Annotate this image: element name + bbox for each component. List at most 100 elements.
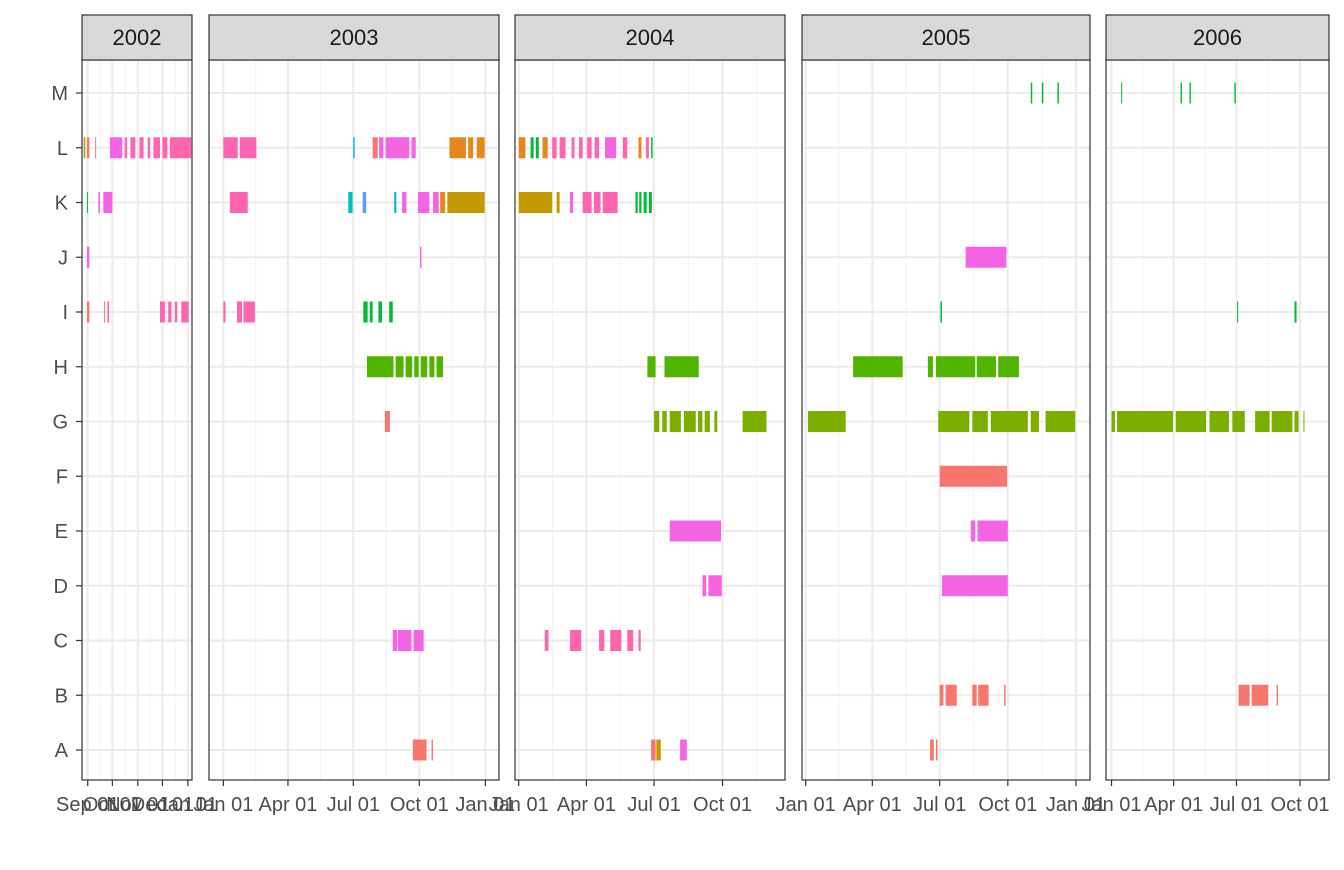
segment-E	[970, 520, 976, 542]
y-tick-label: K	[55, 193, 69, 215]
x-tick-label: Jan 01	[455, 794, 515, 816]
segment-A	[412, 739, 427, 761]
y-tick-label: G	[52, 412, 68, 434]
x-tick-label: Oct 01	[693, 794, 752, 816]
panel-background	[515, 60, 785, 780]
segment-L	[535, 137, 539, 159]
segment-E	[669, 520, 722, 542]
segment-M	[1057, 82, 1059, 104]
segment-K	[103, 192, 113, 213]
segment-I	[107, 301, 110, 323]
y-tick-label: J	[58, 247, 68, 269]
segment-B	[978, 684, 989, 706]
segment-H	[647, 356, 656, 378]
segment-L	[411, 137, 416, 159]
segment-L	[651, 137, 653, 159]
segment-I	[940, 301, 942, 323]
segment-K	[86, 192, 88, 213]
segment-G	[990, 411, 1028, 432]
segment-G	[683, 411, 696, 432]
segment-G	[714, 411, 718, 432]
segment-I	[1294, 301, 1297, 323]
segment-L	[468, 137, 474, 159]
segment-M	[1189, 82, 1191, 104]
segment-L	[552, 137, 557, 159]
facet-strip-label: 2004	[626, 25, 675, 50]
segment-H	[436, 356, 444, 378]
segment-M	[1030, 82, 1033, 104]
segment-K	[432, 192, 439, 213]
segment-K	[98, 192, 101, 213]
segment-K	[440, 192, 446, 213]
segment-K	[348, 192, 353, 213]
segment-E	[977, 520, 1008, 542]
segment-A	[431, 739, 433, 761]
segment-G	[1117, 411, 1173, 432]
segment-G	[1175, 411, 1207, 432]
segment-L	[587, 137, 592, 159]
segment-D	[702, 575, 707, 597]
segment-L	[571, 137, 575, 159]
x-tick-label: Jan 01	[1046, 794, 1106, 816]
x-tick-label: Oct 01	[390, 794, 449, 816]
segment-M	[1180, 82, 1182, 104]
segment-L	[130, 137, 136, 159]
segment-L	[530, 137, 534, 159]
segment-H	[395, 356, 404, 378]
segment-F	[939, 465, 1008, 487]
segment-K	[570, 192, 574, 213]
segment-A	[930, 739, 934, 761]
segment-G	[1255, 411, 1270, 432]
segment-L	[139, 137, 144, 159]
y-tick-label: E	[55, 521, 68, 543]
segment-G	[697, 411, 703, 432]
y-tick-label: F	[56, 466, 68, 488]
segment-G	[1271, 411, 1293, 432]
segment-L	[147, 137, 151, 159]
segment-L	[83, 137, 86, 159]
segment-H	[366, 356, 394, 378]
segment-J	[86, 246, 90, 268]
segment-L	[372, 137, 378, 159]
segment-L	[153, 137, 160, 159]
x-tick-label: Apr 01	[1144, 794, 1203, 816]
y-tick-label: B	[55, 685, 68, 707]
segment-G	[1111, 411, 1115, 432]
segment-G	[704, 411, 710, 432]
segment-G	[654, 411, 660, 432]
segment-B	[972, 684, 977, 706]
segment-K	[402, 192, 407, 213]
facet-strip-label: 2003	[330, 25, 379, 50]
segment-L	[353, 137, 355, 159]
segment-D	[941, 575, 1008, 597]
segment-K	[648, 192, 652, 213]
segment-C	[638, 630, 641, 651]
y-tick-label: L	[57, 138, 68, 160]
facet-strip	[801, 14, 1091, 61]
segment-I	[181, 301, 189, 323]
segment-K	[417, 192, 430, 213]
segment-I	[363, 301, 368, 323]
segment-L	[605, 137, 617, 159]
segment-G	[384, 411, 390, 432]
segment-L	[124, 137, 128, 159]
segment-L	[638, 137, 642, 159]
y-tick-label: H	[54, 357, 68, 379]
x-tick-label: Jan 01	[776, 794, 836, 816]
segment-I	[159, 301, 165, 323]
x-tick-label: Nov 01	[106, 794, 169, 816]
segment-G	[807, 411, 846, 432]
segment-G	[742, 411, 767, 432]
segment-L	[559, 137, 566, 159]
segment-H	[976, 356, 996, 378]
segment-L	[578, 137, 583, 159]
x-tick-label: Jul 01	[913, 794, 966, 816]
segment-C	[627, 630, 634, 651]
segment-H	[936, 356, 976, 378]
segment-H	[664, 356, 699, 378]
facet-strip	[81, 14, 193, 61]
segment-I	[236, 301, 243, 323]
segment-B	[945, 684, 957, 706]
